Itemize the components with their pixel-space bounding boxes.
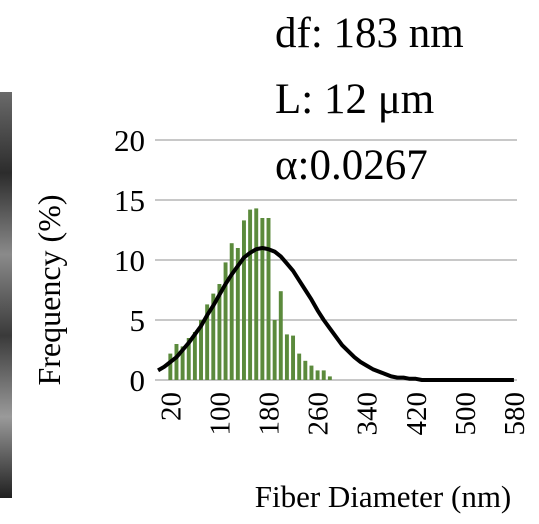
bar	[303, 360, 308, 380]
bar	[309, 365, 314, 380]
bar	[272, 320, 277, 380]
x-axis-label: Fiber Diameter (nm)	[255, 479, 512, 514]
bar	[297, 353, 302, 380]
x-tick-label: 260	[303, 392, 335, 436]
bar	[223, 262, 228, 380]
fit-curve	[157, 246, 514, 382]
annotation-background	[273, 82, 437, 121]
bar	[199, 320, 203, 380]
bar	[291, 335, 296, 380]
x-tick-label: 100	[204, 392, 236, 436]
bar	[315, 370, 320, 380]
y-tick-label: 0	[130, 363, 146, 398]
bar	[278, 291, 283, 380]
annotation-background	[273, 16, 466, 55]
x-tick-label: 420	[401, 392, 433, 436]
bar	[254, 208, 259, 380]
bar	[327, 376, 332, 380]
bar	[229, 243, 234, 380]
annotation: df: 183 nm	[275, 10, 464, 57]
bar	[248, 209, 253, 380]
y-axis-label: Frequency (%)	[31, 194, 67, 385]
bar	[242, 220, 246, 380]
bar	[168, 353, 173, 380]
x-tick-label: 180	[254, 392, 286, 436]
y-tick-label: 20	[114, 123, 145, 158]
bar	[217, 284, 222, 380]
bar	[211, 293, 216, 380]
annotation: L: 12 μm	[275, 76, 434, 123]
y-tick-label: 15	[114, 183, 145, 218]
bar	[205, 304, 210, 380]
plot-area: 0 5 10 15 20 20 100 180 260 340 420 500 580	[114, 123, 531, 436]
annotation-background	[273, 148, 430, 187]
y-tick-label: 5	[130, 303, 146, 338]
x-tick-label: 500	[450, 392, 482, 436]
x-tick-label: 340	[352, 392, 384, 436]
y-tick-label: 10	[114, 243, 145, 278]
bar	[235, 248, 240, 380]
bar	[186, 338, 191, 380]
annotation: α:0.0267	[275, 142, 428, 189]
bar	[174, 344, 179, 380]
bar	[266, 218, 271, 380]
bar	[321, 370, 326, 380]
bar	[260, 218, 265, 380]
bar	[284, 334, 289, 380]
bar	[192, 332, 197, 380]
sem-image-strip	[0, 92, 12, 498]
x-tick-label: 20	[155, 392, 187, 421]
x-tick-label: 580	[499, 392, 531, 436]
bar	[180, 346, 185, 380]
